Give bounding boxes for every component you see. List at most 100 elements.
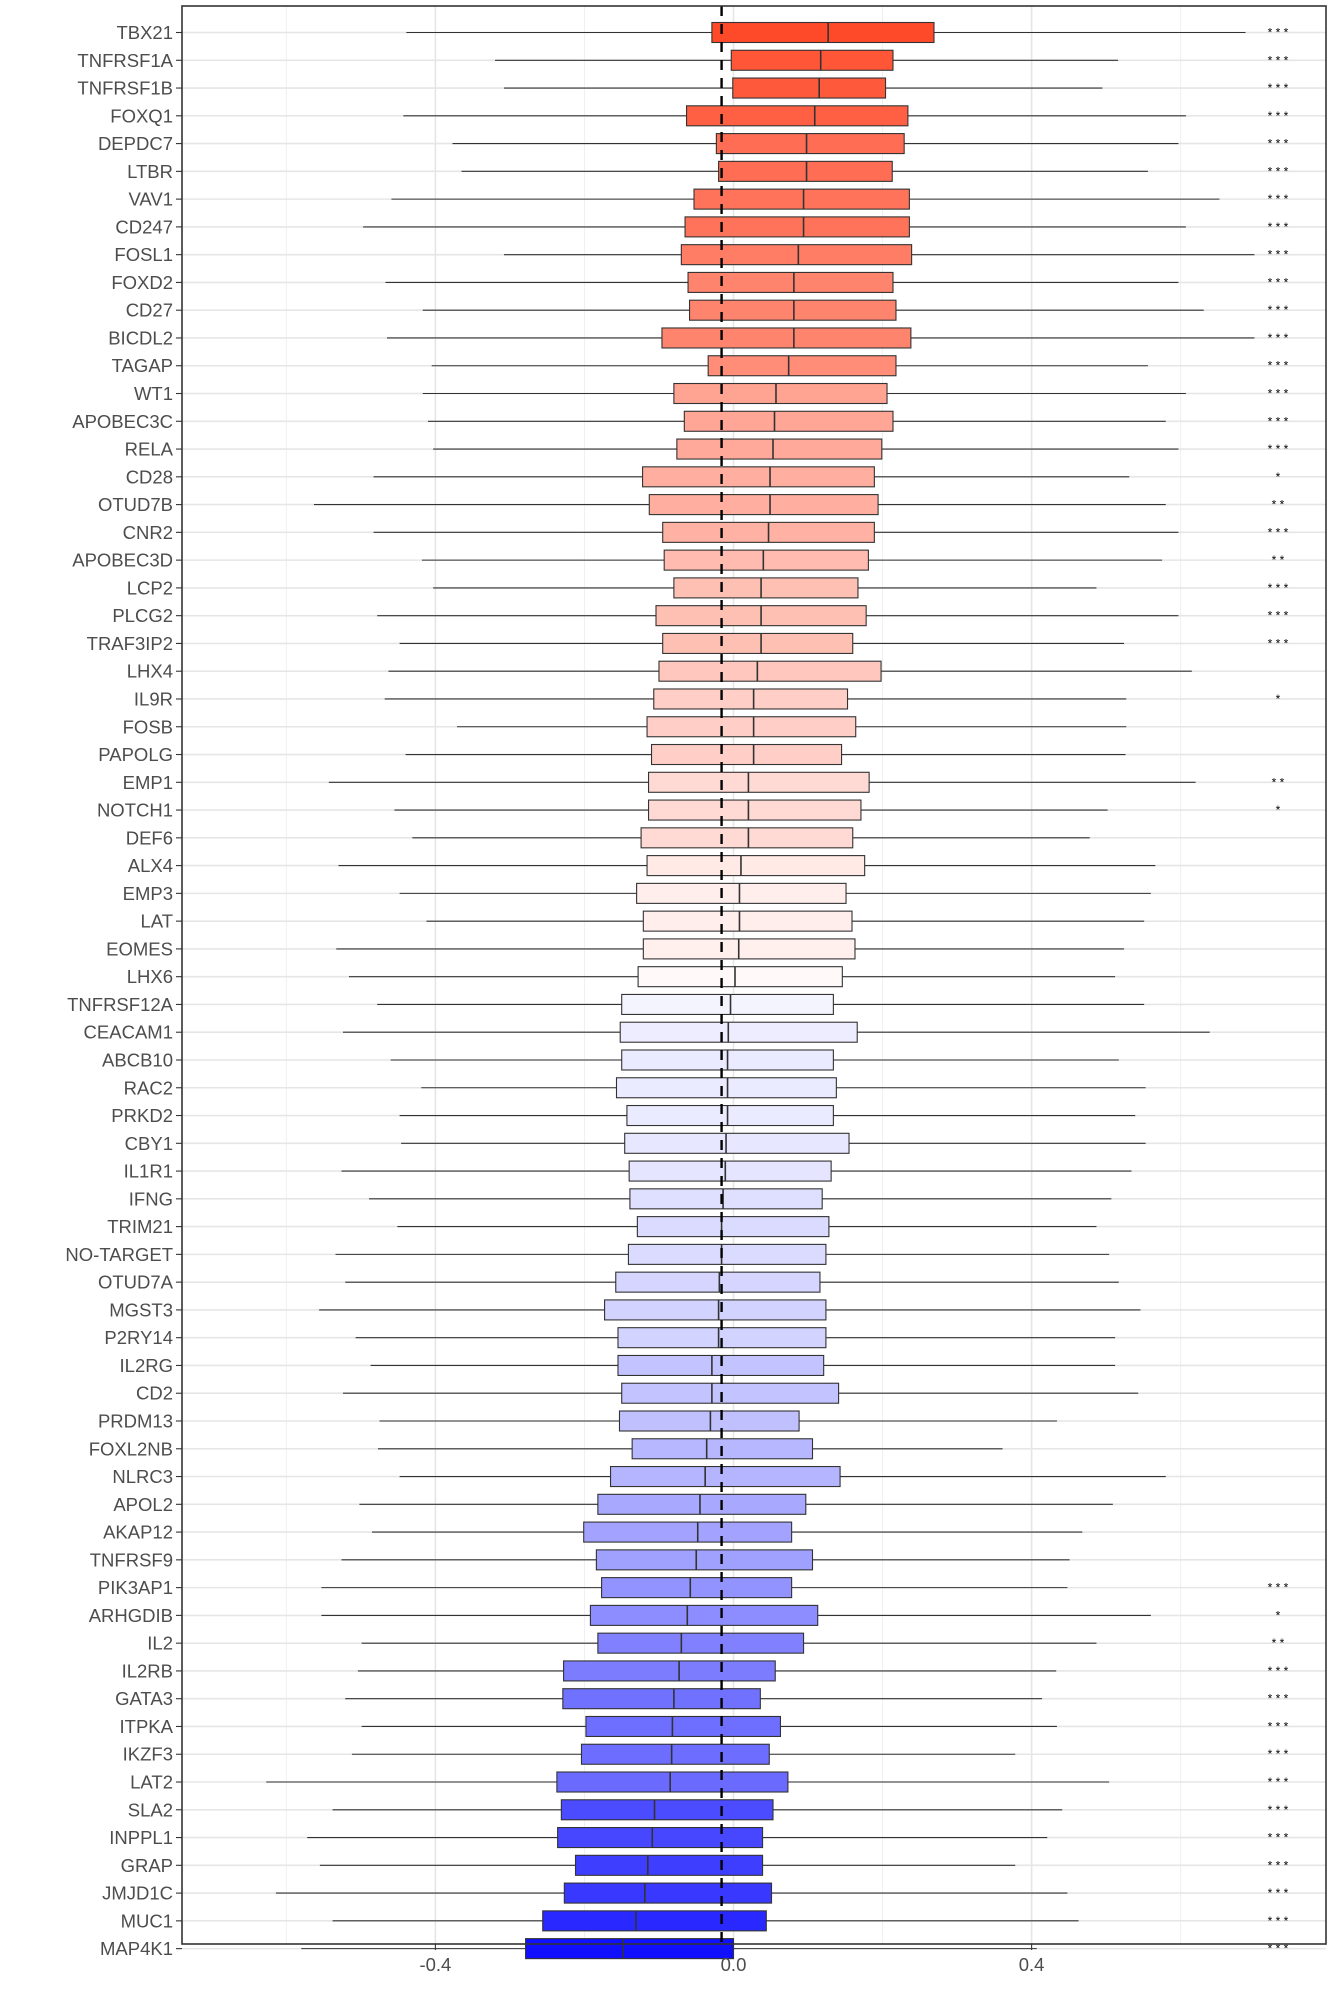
box-OTUD7A bbox=[615, 1271, 821, 1293]
y-tick-label: TBX21 bbox=[116, 22, 173, 43]
y-tick-label: EOMES bbox=[106, 938, 173, 959]
y-tick-label: TNFRSF12A bbox=[67, 994, 174, 1015]
box-FOSB bbox=[646, 716, 857, 738]
box-LAT bbox=[642, 910, 853, 932]
y-tick-label: FOXD2 bbox=[111, 272, 173, 293]
box-GRAP bbox=[574, 1854, 764, 1876]
y-tick-label: EMP3 bbox=[123, 883, 173, 904]
y-tick-label: NOTCH1 bbox=[97, 800, 173, 821]
significance-label: * * * bbox=[1268, 248, 1289, 262]
box-FOXD2 bbox=[687, 271, 894, 293]
box-DEF6 bbox=[640, 827, 854, 849]
y-tick-label: LAT2 bbox=[130, 1772, 173, 1793]
category-labels: TBX21 TNFRSF1A TNFRSF1B FOXQ1 DEPDC7 LTBR VAV1… bbox=[65, 22, 182, 1959]
y-tick-label: CD247 bbox=[115, 216, 173, 237]
y-tick-label: OTUD7B bbox=[98, 494, 173, 515]
significance-label: * bbox=[1276, 803, 1281, 817]
box-IL9R bbox=[653, 688, 849, 710]
y-tick-label: ALX4 bbox=[128, 855, 173, 876]
y-tick-label: RAC2 bbox=[124, 1077, 173, 1098]
box-TNFRSF1B bbox=[732, 77, 887, 99]
y-tick-label: IL2 bbox=[147, 1633, 173, 1654]
significance-label: * * * bbox=[1268, 581, 1289, 595]
significance-label: * * * bbox=[1268, 387, 1289, 401]
box-LAT2 bbox=[556, 1771, 789, 1793]
box-CD28 bbox=[642, 466, 875, 488]
box-MAP4K1 bbox=[525, 1938, 735, 1960]
significance-labels: * * * * * * * * * * * * * * * * * * * * * * * *… bbox=[1268, 26, 1289, 1956]
box-CD247 bbox=[684, 216, 910, 238]
y-tick-label: BICDL2 bbox=[108, 327, 173, 348]
box-NLRC3 bbox=[609, 1465, 841, 1488]
significance-label: * * * bbox=[1268, 414, 1289, 428]
y-tick-label: LAT bbox=[140, 911, 173, 932]
box-IFNG bbox=[629, 1188, 823, 1210]
y-tick-label: RELA bbox=[125, 439, 174, 460]
box-TNFRSF1A bbox=[730, 49, 894, 71]
y-tick-label: EMP1 bbox=[123, 772, 173, 793]
significance-label: * * bbox=[1272, 1636, 1285, 1650]
y-tick-label: MAP4K1 bbox=[100, 1938, 173, 1959]
y-tick-label: LCP2 bbox=[127, 577, 173, 598]
y-tick-label: OTUD7A bbox=[98, 1272, 174, 1293]
boxes bbox=[525, 21, 935, 1960]
y-tick-label: TNFRSF9 bbox=[90, 1549, 173, 1570]
box-TNFRSF9 bbox=[595, 1549, 814, 1571]
box-VAV1 bbox=[693, 188, 910, 210]
significance-label: * * * bbox=[1268, 1775, 1289, 1789]
significance-label: * * * bbox=[1268, 109, 1289, 123]
y-tick-label: FOSB bbox=[123, 716, 173, 737]
significance-label: * * * bbox=[1268, 1747, 1289, 1761]
box-EOMES bbox=[642, 938, 856, 960]
y-tick-label: MUC1 bbox=[121, 1910, 173, 1931]
y-tick-label: MGST3 bbox=[109, 1299, 173, 1320]
box-CEACAM1 bbox=[619, 1021, 858, 1043]
y-tick-label: IL2RG bbox=[120, 1355, 173, 1376]
significance-label: * * * bbox=[1268, 1692, 1289, 1706]
y-tick-label: IL2RB bbox=[122, 1660, 173, 1681]
y-tick-label: NO-TARGET bbox=[65, 1244, 173, 1265]
box-ARHGDIB bbox=[589, 1604, 819, 1626]
significance-label: * * * bbox=[1268, 1886, 1289, 1900]
box-LTBR bbox=[718, 160, 893, 182]
y-tick-label: CBY1 bbox=[125, 1133, 173, 1154]
y-tick-label: TNFRSF1B bbox=[77, 78, 173, 99]
significance-label: * * * bbox=[1268, 442, 1289, 456]
box-FOSL1 bbox=[680, 244, 913, 266]
box-PIK3AP1 bbox=[601, 1577, 793, 1599]
significance-label: * bbox=[1276, 692, 1281, 706]
significance-label: * * * bbox=[1268, 137, 1289, 151]
box-BICDL2 bbox=[661, 327, 912, 349]
box-PRDM13 bbox=[618, 1410, 800, 1432]
box-CD2 bbox=[621, 1382, 840, 1404]
y-tick-label: LHX6 bbox=[127, 966, 173, 987]
significance-label: * * * bbox=[1268, 303, 1289, 317]
y-tick-label: TRIM21 bbox=[107, 1216, 173, 1237]
significance-label: * * * bbox=[1268, 164, 1289, 178]
y-tick-label: FOSL1 bbox=[114, 244, 173, 265]
y-tick-label: GRAP bbox=[121, 1855, 173, 1876]
box-IL2 bbox=[597, 1632, 805, 1654]
y-tick-label: PRDM13 bbox=[98, 1411, 173, 1432]
y-tick-label: TAGAP bbox=[112, 355, 173, 376]
significance-label: * * * bbox=[1268, 1719, 1289, 1733]
box-NO-TARGET bbox=[627, 1243, 827, 1265]
y-tick-label: PAPOLG bbox=[98, 744, 173, 765]
box-TNFRSF12A bbox=[621, 993, 834, 1016]
y-tick-label: ARHGDIB bbox=[89, 1605, 173, 1626]
y-tick-label: CNR2 bbox=[123, 522, 173, 543]
significance-label: * * bbox=[1272, 498, 1285, 512]
y-tick-label: APOL2 bbox=[113, 1494, 173, 1515]
y-tick-label: PIK3AP1 bbox=[98, 1577, 173, 1598]
y-tick-label: DEF6 bbox=[126, 827, 173, 848]
box-APOBEC3C bbox=[683, 410, 894, 432]
box-NOTCH1 bbox=[647, 799, 862, 821]
y-tick-label: P2RY14 bbox=[104, 1327, 173, 1348]
significance-label: * * * bbox=[1268, 609, 1289, 623]
box-INPPL1 bbox=[557, 1827, 764, 1849]
y-tick-label: FOXL2NB bbox=[89, 1438, 173, 1459]
y-tick-label: SLA2 bbox=[128, 1799, 173, 1820]
box-MUC1 bbox=[542, 1910, 767, 1932]
significance-label: * * * bbox=[1268, 26, 1289, 40]
